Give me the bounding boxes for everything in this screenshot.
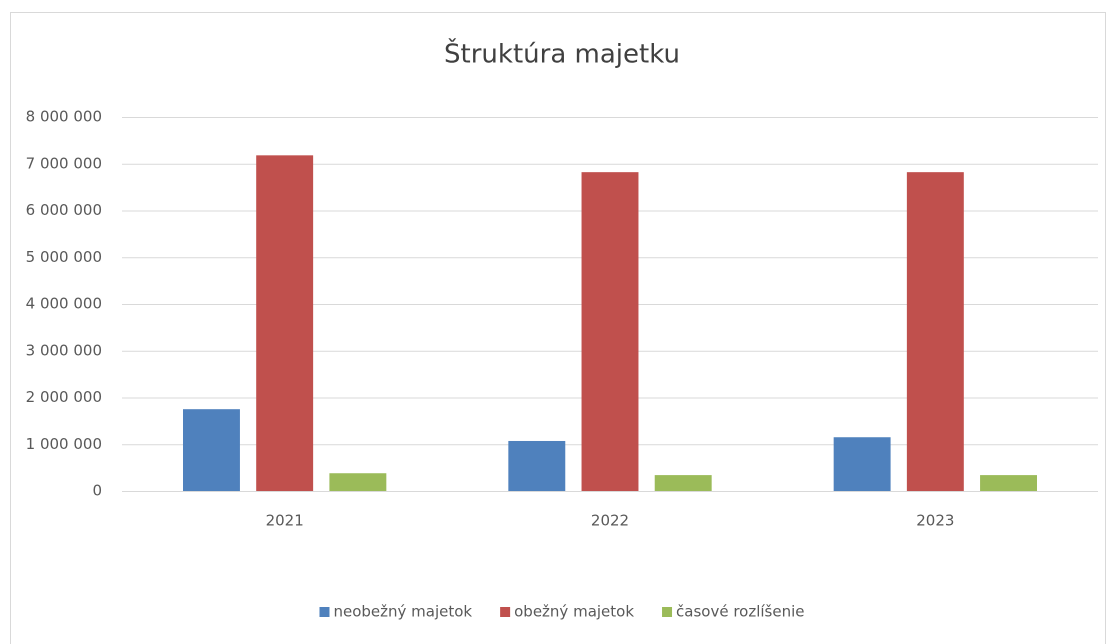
- bar: [256, 155, 314, 491]
- legend-label: časové rozlíšenie: [676, 603, 804, 621]
- bar: [329, 473, 387, 491]
- x-tick-label: 2021: [266, 512, 304, 530]
- bar: [833, 437, 891, 491]
- y-tick-label: 8 000 000: [26, 108, 102, 126]
- y-tick-label: 1 000 000: [26, 435, 102, 453]
- bar: [654, 475, 712, 491]
- y-tick-label: 4 000 000: [26, 295, 102, 313]
- y-tick-label: 7 000 000: [26, 154, 102, 172]
- y-tick-label: 6 000 000: [26, 201, 102, 219]
- x-tick-label: 2023: [916, 512, 954, 530]
- legend-label: obežný majetok: [514, 603, 634, 621]
- chart-title: Štruktúra majetku: [444, 38, 680, 70]
- legend-swatch: [319, 607, 330, 617]
- y-tick-label: 0: [92, 482, 102, 500]
- bar: [581, 172, 639, 492]
- bar: [183, 409, 240, 491]
- bar: [508, 440, 566, 491]
- legend-label: neobežný majetok: [333, 603, 472, 621]
- x-tick-label: 2022: [591, 512, 629, 530]
- y-tick-label: 2 000 000: [26, 388, 102, 406]
- y-tick-label: 5 000 000: [26, 248, 102, 266]
- y-tick-label: 3 000 000: [26, 341, 102, 359]
- bar: [906, 172, 964, 492]
- legend-swatch: [500, 607, 511, 617]
- bar: [980, 475, 1037, 491]
- legend-swatch: [662, 607, 673, 617]
